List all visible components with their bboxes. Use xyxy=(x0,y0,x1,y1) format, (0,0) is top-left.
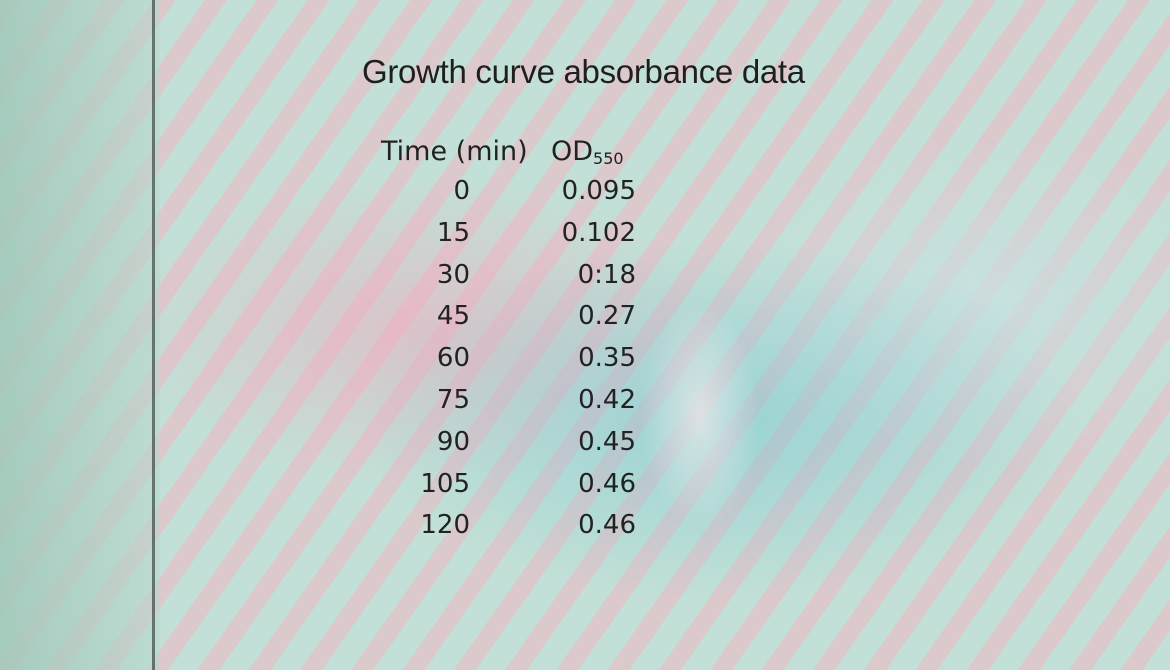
time-cell: 90 xyxy=(436,426,470,457)
time-cell: 45 xyxy=(436,301,470,332)
time-cell: 15 xyxy=(436,217,470,248)
time-cell: 30 xyxy=(436,259,470,290)
od-cell: 0.42 xyxy=(578,384,636,415)
slide-title: Growth curve absorbance data xyxy=(362,53,805,90)
time-cell: 105 xyxy=(420,468,470,499)
screen-bezel-shade xyxy=(0,0,160,670)
column-header-time: Time (min) xyxy=(381,136,528,167)
window-edge-line xyxy=(152,0,155,670)
od-cell: 0.102 xyxy=(561,217,636,248)
screen-glare xyxy=(640,300,760,530)
od-cell: 0.35 xyxy=(578,343,636,374)
od-cell: 0.46 xyxy=(578,468,636,499)
od-cell: 0:18 xyxy=(577,259,636,290)
time-cell: 60 xyxy=(436,343,470,374)
time-cell: 120 xyxy=(420,510,470,541)
od-cell: 0.45 xyxy=(578,426,636,457)
od-cell: 0.095 xyxy=(561,176,636,206)
od-cell: 0.46 xyxy=(578,510,636,541)
time-cell: 0 xyxy=(453,176,470,206)
column-header-od-subscript: 550 xyxy=(593,149,624,168)
column-header-od-label: OD xyxy=(551,136,594,167)
time-cell: 75 xyxy=(436,384,470,415)
column-header-od: OD550 xyxy=(551,136,624,168)
od-cell: 0.27 xyxy=(578,301,636,332)
